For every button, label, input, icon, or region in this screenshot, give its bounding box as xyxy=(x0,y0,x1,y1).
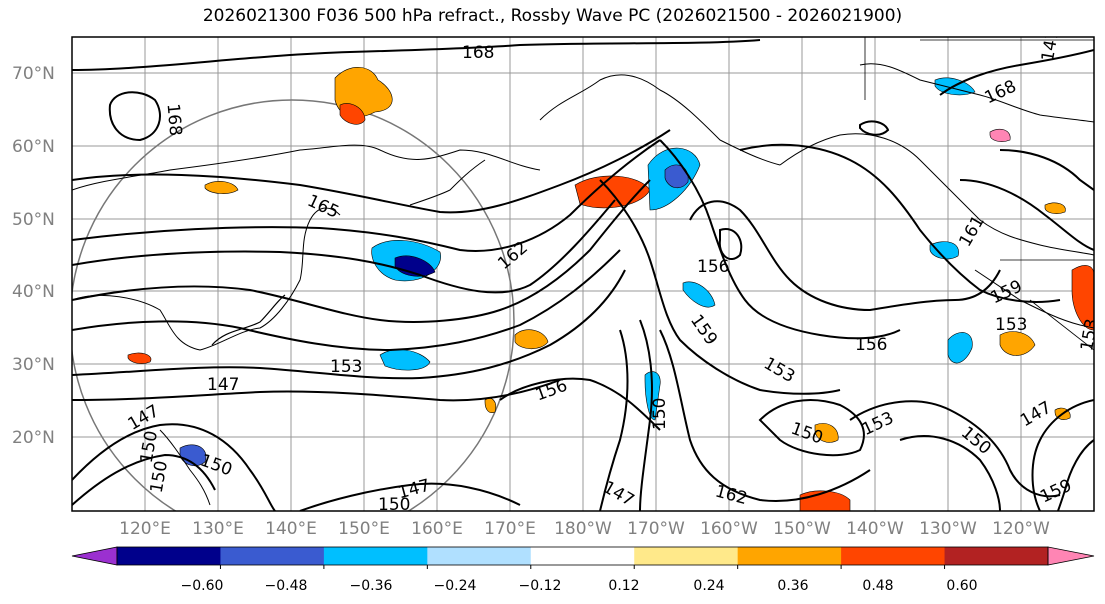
lat-label: 30°N xyxy=(12,355,55,375)
anomaly-patch xyxy=(664,164,689,189)
lon-label: 180°W xyxy=(554,519,612,539)
anomaly-patch xyxy=(799,490,851,511)
colorbar-segment xyxy=(530,547,635,565)
contour-label: 153 xyxy=(1077,317,1102,352)
lon-label: 120°W xyxy=(992,519,1050,539)
contour-label: 161 xyxy=(955,212,989,250)
region-circle xyxy=(72,99,515,511)
colorbar-ticks: −0.60 −0.48 −0.36 −0.24 −0.12 0.12 0.24 … xyxy=(181,578,978,594)
colorbar-tick-label: −0.48 xyxy=(265,578,308,594)
contour-label: 156 xyxy=(533,376,570,406)
contour-label: 150 xyxy=(147,459,172,494)
lon-label: 140°W xyxy=(846,519,904,539)
contour-label: 162 xyxy=(713,481,750,509)
colorbar-segment xyxy=(427,547,532,565)
contour-label: 165 xyxy=(304,191,342,223)
colorbar-extend-max xyxy=(1047,546,1095,566)
lon-label: 170°W xyxy=(627,519,685,539)
anomaly-patch xyxy=(999,331,1036,356)
lon-label: 120°E xyxy=(119,519,171,539)
anomaly-patch xyxy=(204,181,239,194)
anomaly-patch xyxy=(339,103,366,125)
colorbar-tick-label: 0.60 xyxy=(946,578,977,594)
colorbar-tick-label: −0.12 xyxy=(519,578,562,594)
contour-label: 150 xyxy=(957,423,995,459)
contour-label: 150 xyxy=(650,398,670,430)
contour-label: 168 xyxy=(982,76,1020,108)
colorbar-tick-label: −0.24 xyxy=(434,578,477,594)
lon-label: 160°E xyxy=(411,519,463,539)
lon-label: 130°W xyxy=(919,519,977,539)
colorbar xyxy=(71,546,1095,569)
anomaly-patch xyxy=(947,332,973,364)
map-plot-area: 168 168 168 165 162 156 159 156 153 156 … xyxy=(72,37,1102,515)
contour-label: 168 xyxy=(162,103,185,137)
contour-label: 159 xyxy=(1037,476,1075,508)
contour-label: 153 xyxy=(760,354,798,388)
colorbar-segment xyxy=(323,547,428,565)
lat-label: 50°N xyxy=(12,210,55,230)
anomaly-patch xyxy=(989,128,1011,142)
anomaly-patch xyxy=(127,352,152,364)
colorbar-extend-min xyxy=(71,546,118,566)
lon-label: 160°W xyxy=(700,519,758,539)
contour-label: 150 xyxy=(788,419,825,449)
colorbar-tick-label: −0.36 xyxy=(350,578,393,594)
colorbar-tick-label: 0.24 xyxy=(693,578,724,594)
contour-label: 150 xyxy=(137,429,162,464)
colorbar-tick-label: −0.60 xyxy=(181,578,224,594)
anomaly-patch xyxy=(929,241,959,260)
contour-label: 153 xyxy=(330,357,362,377)
anomaly-shading xyxy=(127,67,1094,511)
contour-label: 147 xyxy=(207,375,239,395)
lon-label: 170°E xyxy=(484,519,536,539)
lat-label: 20°N xyxy=(12,428,55,448)
colorbar-segment xyxy=(737,547,842,565)
lon-axis: 120°E 130°E 140°E 150°E 160°E 170°E 180°… xyxy=(119,519,1050,539)
lon-label: 150°E xyxy=(338,519,390,539)
colorbar-segment xyxy=(117,547,221,565)
colorbar-outline xyxy=(116,546,1049,566)
anomaly-patch xyxy=(484,398,497,413)
contour-label: 153 xyxy=(859,408,897,440)
gridlines xyxy=(72,37,1094,511)
colorbar-segment xyxy=(634,547,739,565)
anomaly-patch xyxy=(514,329,549,350)
plot-frame xyxy=(71,36,1095,512)
anomaly-patch xyxy=(1071,265,1094,331)
contour-label: 153 xyxy=(995,315,1027,335)
contour-label: 156 xyxy=(697,257,729,277)
contour-label: 168 xyxy=(462,43,494,63)
anomaly-patch xyxy=(1044,202,1066,214)
contour-label: 147 xyxy=(599,477,637,511)
lon-label: 140°E xyxy=(265,519,317,539)
colorbar-tick-label: 0.36 xyxy=(777,578,808,594)
colorbar-segment xyxy=(944,547,1049,565)
colorbar-segment xyxy=(841,547,946,565)
anomaly-patch xyxy=(814,423,839,443)
anomaly-patch xyxy=(682,281,716,308)
lon-label: 150°W xyxy=(773,519,831,539)
map-title: 2026021300 F036 500 hPa refract., Rossby… xyxy=(202,6,903,26)
anomaly-patch xyxy=(379,349,431,371)
contour-label: 150 xyxy=(197,450,234,480)
lat-label: 70°N xyxy=(12,64,55,84)
lat-label: 40°N xyxy=(12,282,55,302)
contour-label: 150 xyxy=(378,495,410,515)
colorbar-tick-label: 0.48 xyxy=(862,578,893,594)
contour-lines xyxy=(72,39,1094,511)
contour-label: 156 xyxy=(855,335,887,355)
colorbar-tick-label: 0.12 xyxy=(608,578,639,594)
lon-label: 130°E xyxy=(192,519,244,539)
contour-label: 159 xyxy=(686,311,721,349)
colorbar-segment xyxy=(220,547,325,565)
coastlines xyxy=(72,37,1094,506)
lat-axis: 70°N 60°N 50°N 40°N 30°N 20°N xyxy=(12,64,55,448)
lat-label: 60°N xyxy=(12,137,55,157)
